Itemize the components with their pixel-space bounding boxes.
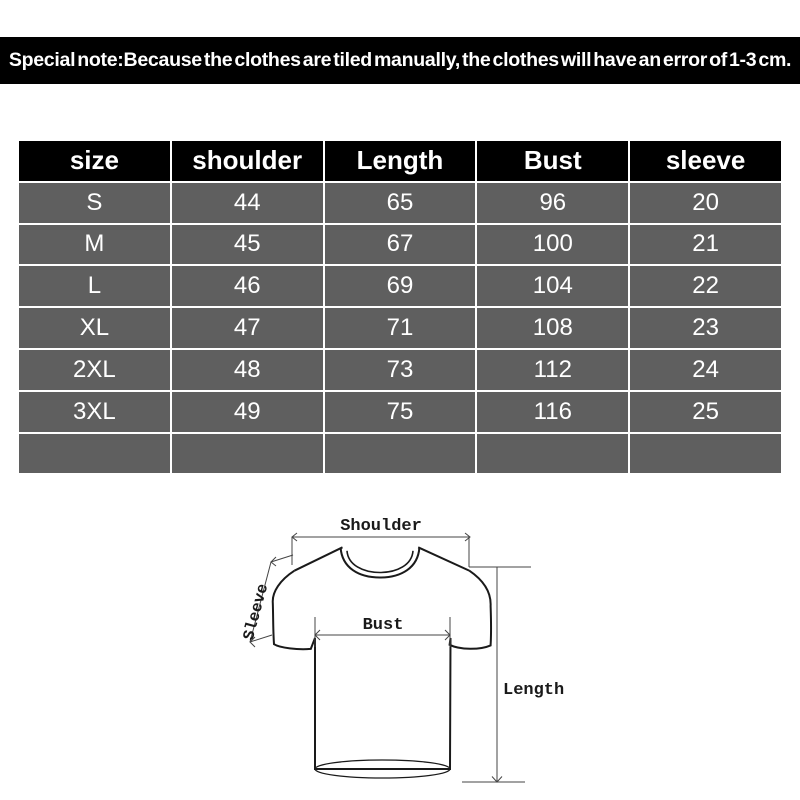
svg-text:Bust: Bust — [363, 616, 404, 635]
svg-text:Sleeve: Sleeve — [240, 582, 272, 642]
svg-text:Shoulder: Shoulder — [340, 517, 422, 536]
svg-text:Length: Length — [503, 681, 564, 700]
